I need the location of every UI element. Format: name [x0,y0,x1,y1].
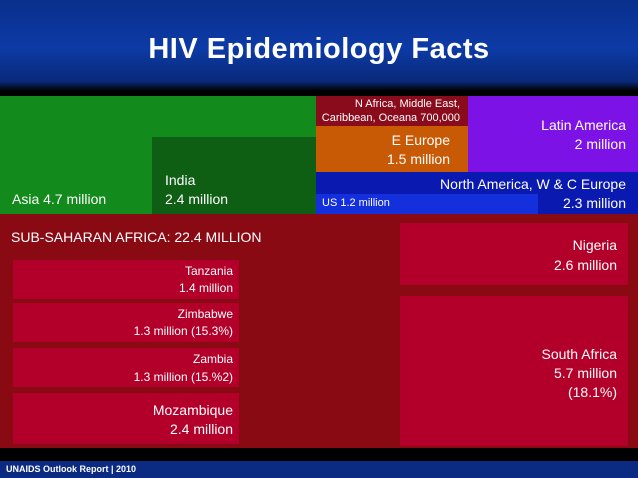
n-africa-line2: Caribbean, Oceana 700,000 [321,112,460,124]
us-label: US 1.2 million [322,197,390,209]
tanzania-value: 1.4 million [178,281,233,295]
nigeria-block [400,223,628,285]
e-europe-block [316,126,468,172]
us-block [316,194,538,214]
zimbabwe-value: 1.3 million (15.3%) [133,324,233,338]
india-value: 2.4 million [165,191,229,207]
tanzania-name: Tanzania [184,264,233,278]
mozambique-block [13,393,239,444]
nigeria-value: 2.6 million [553,257,617,273]
north-america-name: North America, W & C Europe [440,176,626,192]
south-africa-name: South Africa [541,346,618,362]
e-europe-value: 1.5 million [386,151,450,167]
south-africa-block [400,296,628,446]
footer-bar: UNAIDS Outlook Report | 2010 [0,461,638,478]
north-america-value: 2.3 million [562,195,626,211]
n-africa-block [316,96,468,126]
e-europe-name: E Europe [391,132,450,148]
south-africa-value: 5.7 million [553,365,617,381]
zambia-value: 1.3 million (15.%2) [133,370,233,384]
nigeria-name: Nigeria [572,237,617,253]
latin-america-value: 2 million [574,136,626,152]
mozambique-value: 2.4 million [169,421,233,437]
india-name: India [165,172,196,188]
ssa-label: SUB-SAHARAN AFRICA: 22.4 MILLION [11,229,262,245]
zimbabwe-name: Zimbabwe [177,307,233,321]
asia-label: Asia 4.7 million [12,191,107,207]
tanzania-block [13,260,239,299]
zambia-name: Zambia [192,352,233,366]
latin-america-name: Latin America [541,117,626,133]
n-africa-line1: N Africa, Middle East, [354,98,460,110]
india-block [152,137,316,214]
zimbabwe-block [13,303,239,342]
footer-text: UNAIDS Outlook Report | 2010 [6,464,137,474]
mozambique-name: Mozambique [152,402,233,418]
zambia-block [13,348,239,387]
slide-title: HIV Epidemiology Facts [148,33,490,65]
south-africa-percent: (18.1%) [567,384,617,400]
latin-america-block [468,96,638,172]
